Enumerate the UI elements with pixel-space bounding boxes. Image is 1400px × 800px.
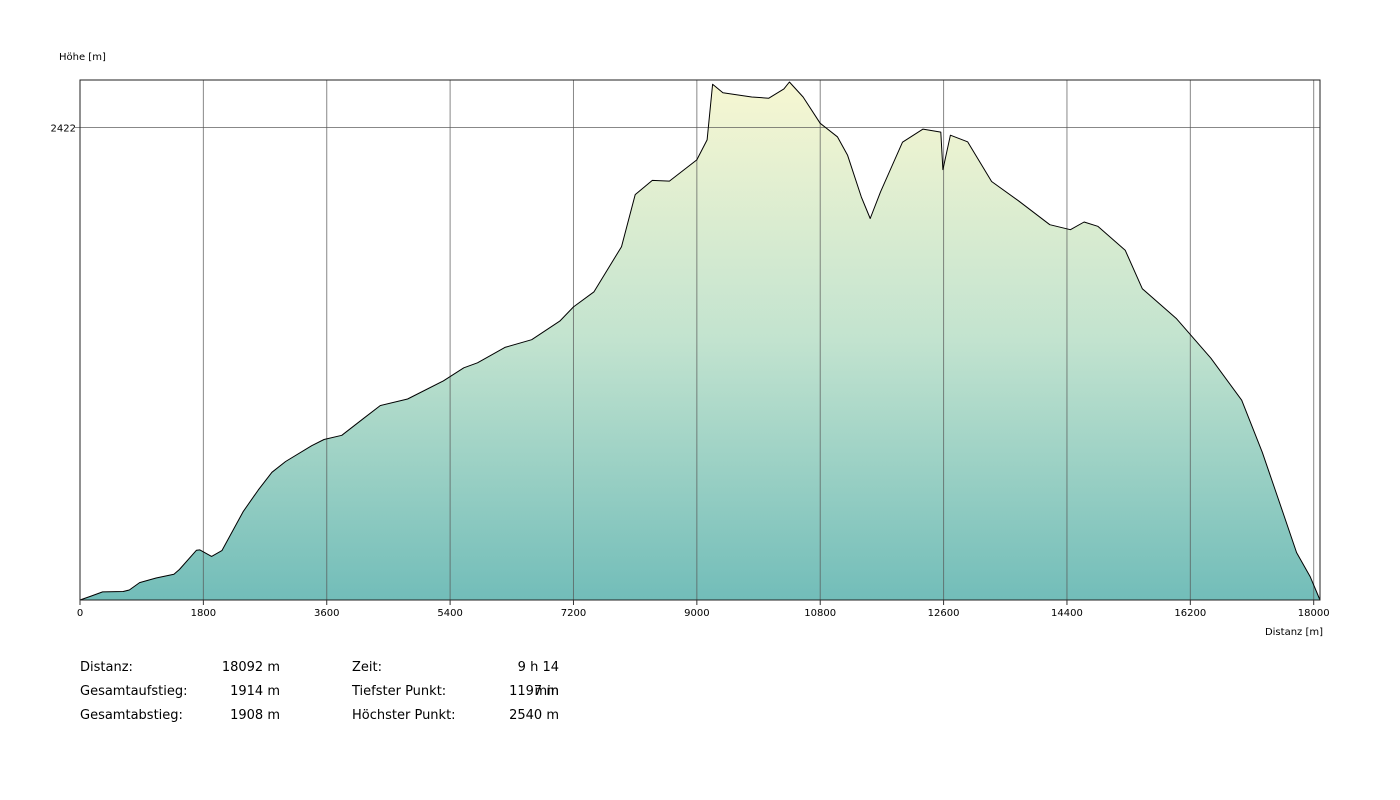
x-tick-label: 12600 xyxy=(928,608,960,619)
lowest-point-value: 1197 m xyxy=(509,684,559,699)
elevation-line xyxy=(79,81,1321,601)
x-tick-label: 14400 xyxy=(1051,608,1083,619)
plot-frame xyxy=(79,79,1321,601)
y-axis-label: Höhe [m] xyxy=(59,52,106,63)
highest-point-value: 2540 m xyxy=(509,708,559,723)
ascent-value: 1914 m xyxy=(230,684,280,699)
time-value: 9 h 14 min xyxy=(517,660,559,699)
x-axis-label: Distanz [m] xyxy=(1265,627,1323,638)
elevation-area xyxy=(80,82,1320,600)
x-tick-label: 10800 xyxy=(804,608,836,619)
x-tick-label: 5400 xyxy=(437,608,462,619)
x-tick-label: 0 xyxy=(77,608,83,619)
descent-label: Gesamtabstieg: xyxy=(80,708,183,723)
x-tick-label: 16200 xyxy=(1174,608,1206,619)
stats-row-3: Gesamtabstieg: 1908 m Höchster Punkt: 25… xyxy=(80,704,559,728)
highest-point-label: Höchster Punkt: xyxy=(352,708,456,723)
tour-stats-panel: Distanz: 18092 m Zeit: 9 h 14 min Gesamt… xyxy=(80,656,559,728)
lowest-point-label: Tiefster Punkt: xyxy=(352,684,447,699)
x-tick-label: 1800 xyxy=(191,608,216,619)
x-tick-label: 3600 xyxy=(314,608,339,619)
distance-value: 18092 m xyxy=(221,660,280,675)
x-tick-label: 9000 xyxy=(684,608,709,619)
ascent-label: Gesamtaufstieg: xyxy=(80,684,188,699)
time-label: Zeit: xyxy=(352,660,382,675)
stats-row-2: Gesamtaufstieg: 1914 m Tiefster Punkt: 1… xyxy=(80,680,559,704)
x-tick-label: 18000 xyxy=(1298,608,1330,619)
y-tick-label: 2422 xyxy=(51,124,76,135)
stats-row-1: Distanz: 18092 m Zeit: 9 h 14 min xyxy=(80,656,559,699)
distance-label: Distanz: xyxy=(80,660,133,675)
x-tick-label: 7200 xyxy=(561,608,586,619)
descent-value: 1908 m xyxy=(230,708,280,723)
